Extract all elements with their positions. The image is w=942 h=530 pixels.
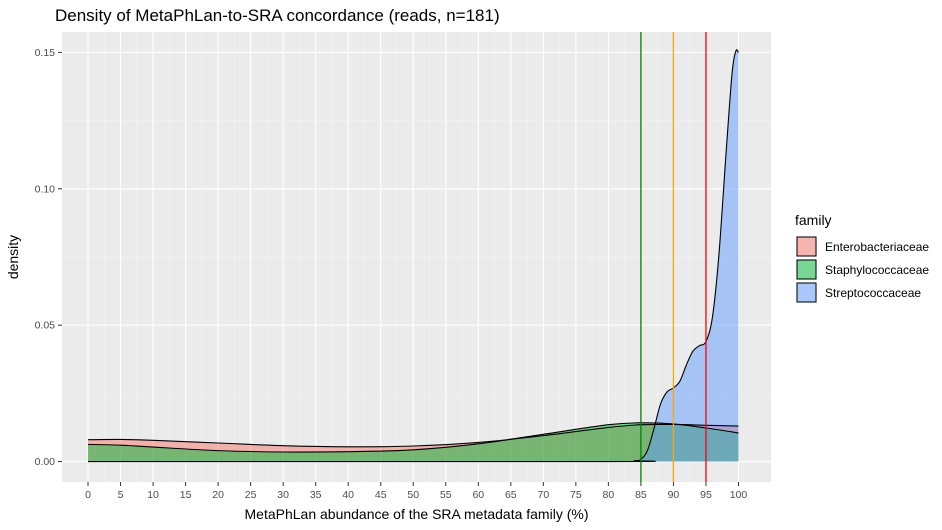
x-tick-label: 35 bbox=[310, 489, 322, 501]
x-tick-label: 75 bbox=[570, 489, 582, 501]
x-tick-label: 5 bbox=[118, 489, 124, 501]
x-tick-label: 85 bbox=[635, 489, 647, 501]
x-tick-label: 30 bbox=[277, 489, 289, 501]
legend-label-streptococcaceae: Streptococcaceae bbox=[825, 286, 921, 300]
y-tick-label: 0.05 bbox=[35, 320, 56, 332]
threshold-lines bbox=[640, 32, 707, 482]
x-tick-label: 20 bbox=[212, 489, 224, 501]
x-tick-label: 100 bbox=[730, 489, 748, 501]
x-axis-title: MetaPhLan abundance of the SRA metadata … bbox=[245, 506, 589, 522]
x-tick-label: 40 bbox=[342, 489, 354, 501]
x-tick-label: 25 bbox=[245, 489, 257, 501]
x-tick-label: 55 bbox=[440, 489, 452, 501]
density-line-enterobacteriaceae bbox=[88, 423, 739, 448]
legend-label-enterobacteriaceae: Enterobacteriaceae bbox=[825, 240, 929, 254]
density-line-staphylococcaceae bbox=[88, 422, 739, 453]
y-tick-label: 0.15 bbox=[35, 47, 56, 59]
x-tick-label: 10 bbox=[147, 489, 159, 501]
y-axis-ticks: 0.00 0.05 0.10 0.15 bbox=[35, 47, 62, 468]
x-tick-label: 80 bbox=[603, 489, 615, 501]
x-axis-ticks: 0 5 10 15 20 25 30 35 40 45 50 55 60 65 70 75 80 85 90 95 10… bbox=[85, 482, 747, 501]
x-tick-label: 50 bbox=[407, 489, 419, 501]
legend-label-staphylococcaceae: Staphylococcaceae bbox=[825, 263, 929, 277]
x-tick-label: 15 bbox=[180, 489, 192, 501]
legend-title: family bbox=[795, 212, 832, 228]
y-tick-label: 0.10 bbox=[35, 183, 56, 195]
x-tick-label: 90 bbox=[668, 489, 680, 501]
legend: family Enterobacteriaceae Staphylococcace… bbox=[795, 212, 929, 303]
legend-swatch-streptococcaceae bbox=[796, 282, 817, 303]
x-tick-label: 0 bbox=[85, 489, 91, 501]
legend-swatch-enterobacteriaceae bbox=[796, 236, 817, 257]
y-axis-title: density bbox=[5, 235, 21, 279]
chart-title: Density of MetaPhLan-to-SRA concordance … bbox=[55, 6, 500, 25]
x-tick-label: 60 bbox=[472, 489, 484, 501]
x-tick-label: 95 bbox=[700, 489, 712, 501]
legend-swatch-staphylococcaceae bbox=[796, 259, 817, 280]
x-tick-label: 65 bbox=[505, 489, 517, 501]
x-tick-label: 45 bbox=[375, 489, 387, 501]
x-tick-label: 70 bbox=[537, 489, 549, 501]
y-tick-label: 0.00 bbox=[35, 456, 56, 468]
